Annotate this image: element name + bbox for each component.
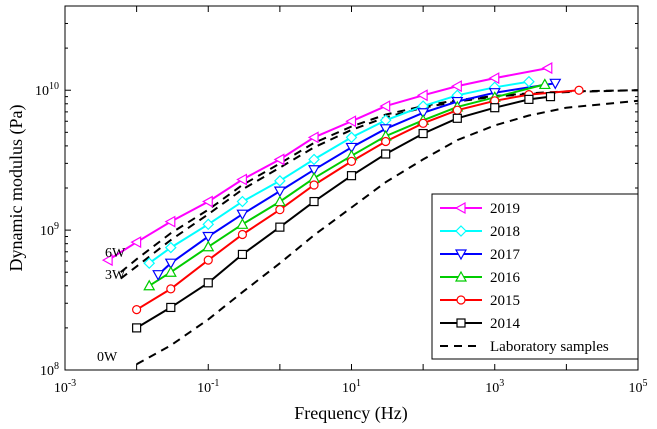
point-2019: [273, 153, 285, 166]
point-2016: [202, 240, 215, 252]
legend: 2019 2018 2017 2016 2015 2014 Laboratory sampl…: [431, 193, 639, 360]
point-2014: [524, 94, 534, 104]
legend-marker-2019: [454, 201, 466, 215]
point-2017: [345, 142, 358, 154]
point-2014: [203, 278, 213, 288]
point-2015: [452, 105, 462, 115]
point-2016: [236, 218, 249, 229]
y-tick-label: 1010: [35, 81, 59, 99]
legend-marker-2017: [454, 249, 468, 261]
series-line-2016: [148, 83, 546, 287]
y-axis-title: Dynamic modulus (Pa): [6, 105, 27, 272]
legend-label-2018: 2018: [490, 224, 520, 240]
point-2014: [309, 196, 319, 207]
point-2019: [541, 62, 553, 75]
point-2017: [417, 108, 430, 120]
point-2014: [132, 323, 142, 333]
point-2016: [143, 279, 156, 291]
point-2015: [381, 136, 391, 147]
point-2014: [490, 103, 500, 113]
markers-layer: [101, 62, 584, 333]
point-2017: [273, 186, 286, 198]
series-line-2017: [157, 82, 556, 276]
legend-marker-2016: [454, 270, 468, 282]
point-2016: [273, 195, 286, 207]
point-2014: [545, 92, 556, 102]
point-2017: [164, 258, 177, 270]
point-2019: [202, 195, 213, 208]
point-2017: [236, 209, 249, 221]
point-2019: [130, 236, 142, 249]
annotation-0w: 0W: [97, 350, 118, 365]
point-2018: [164, 241, 177, 254]
point-2018: [308, 153, 320, 166]
point-2018: [345, 131, 358, 144]
point-2018: [523, 75, 535, 88]
point-2015: [574, 85, 584, 95]
point-2019: [236, 173, 248, 186]
point-2019: [488, 72, 500, 85]
point-2017: [379, 124, 392, 136]
point-2014: [275, 222, 285, 232]
legend-marker-2015: [456, 295, 466, 305]
x-tick-label: 103: [485, 378, 504, 396]
legend-label-2019: 2019: [490, 201, 520, 217]
point-2018: [202, 218, 215, 231]
point-2017: [152, 270, 165, 281]
ticks-layer: 10-3 10-1 101 103 105 108 109 1010: [35, 5, 648, 396]
point-2019: [164, 215, 176, 228]
point-2019: [416, 89, 428, 102]
point-2016: [164, 265, 177, 277]
series-line-laboratory-samples: [136, 99, 639, 366]
point-2017: [308, 165, 321, 177]
point-2014: [381, 149, 391, 159]
point-2015: [237, 229, 248, 240]
point-2015: [418, 118, 428, 128]
point-2018: [274, 174, 286, 187]
point-2014: [237, 249, 248, 260]
y-tick-label: 108: [40, 361, 59, 379]
legend-label-laboratory-samples: Laboratory samples: [490, 339, 609, 355]
series-line-2018: [148, 80, 530, 265]
point-2014: [346, 171, 357, 181]
point-2015: [275, 205, 285, 215]
point-2015: [203, 255, 213, 265]
legend-label-2014: 2014: [490, 316, 521, 332]
point-2018: [236, 195, 249, 208]
point-2019: [307, 131, 319, 144]
point-2019: [379, 100, 391, 113]
point-2015: [132, 305, 142, 315]
point-2018: [143, 257, 156, 270]
annotation-3w: 3W: [105, 268, 126, 283]
x-tick-label: 10-1: [197, 378, 219, 396]
point-2015: [166, 284, 176, 294]
annotation-6w: 6W: [105, 246, 126, 261]
point-2015: [309, 180, 319, 190]
point-2019: [101, 254, 113, 267]
x-tick-label: 10-3: [54, 378, 76, 396]
legend-label-2017: 2017: [490, 247, 521, 263]
legend-label-2016: 2016: [490, 270, 521, 286]
legend-marker-2014: [456, 318, 466, 328]
point-2014: [418, 128, 428, 139]
point-2016: [538, 78, 551, 90]
x-tick-label: 101: [342, 378, 361, 396]
legend-label-2015: 2015: [490, 293, 520, 309]
point-2014: [166, 302, 176, 313]
point-2014: [452, 113, 462, 123]
point-2017: [549, 78, 562, 90]
point-2019: [345, 115, 357, 128]
point-2019: [451, 80, 462, 93]
dashed-curve-6w: [120, 89, 639, 273]
legend-marker-2018: [455, 225, 467, 237]
x-tick-label: 105: [629, 378, 648, 396]
y-tick-label: 109: [40, 221, 59, 239]
x-axis-title: Frequency (Hz): [294, 403, 407, 424]
point-2017: [202, 231, 215, 243]
point-2015: [346, 156, 357, 166]
